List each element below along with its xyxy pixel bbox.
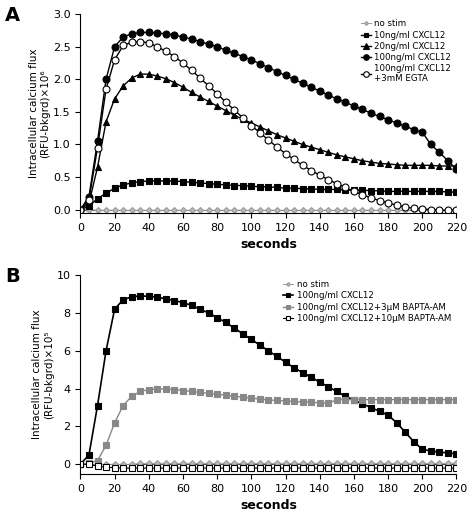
X-axis label: seconds: seconds <box>240 499 297 512</box>
Y-axis label: Intracellular calcium flux
(RFU-bkgrd)×10⁵: Intracellular calcium flux (RFU-bkgrd)×1… <box>32 310 54 439</box>
Legend: no stim, 100ng/ml CXCL12, 100ng/ml CXCL12+3μM BAPTA-AM, 100ng/ml CXCL12+10μM BAP: no stim, 100ng/ml CXCL12, 100ng/ml CXCL1… <box>282 279 452 323</box>
Text: A: A <box>5 6 20 25</box>
Legend: no stim, 10ng/ml CXCL12, 20ng/ml CXCL12, 100ng/ml CXCL12, 100ng/ml CXCL12
+3mM E: no stim, 10ng/ml CXCL12, 20ng/ml CXCL12,… <box>360 19 452 84</box>
Text: B: B <box>5 267 20 286</box>
Y-axis label: Intracellular calcium flux
(RFU-bkgrd)×10⁶: Intracellular calcium flux (RFU-bkgrd)×1… <box>28 49 50 179</box>
X-axis label: seconds: seconds <box>240 238 297 251</box>
